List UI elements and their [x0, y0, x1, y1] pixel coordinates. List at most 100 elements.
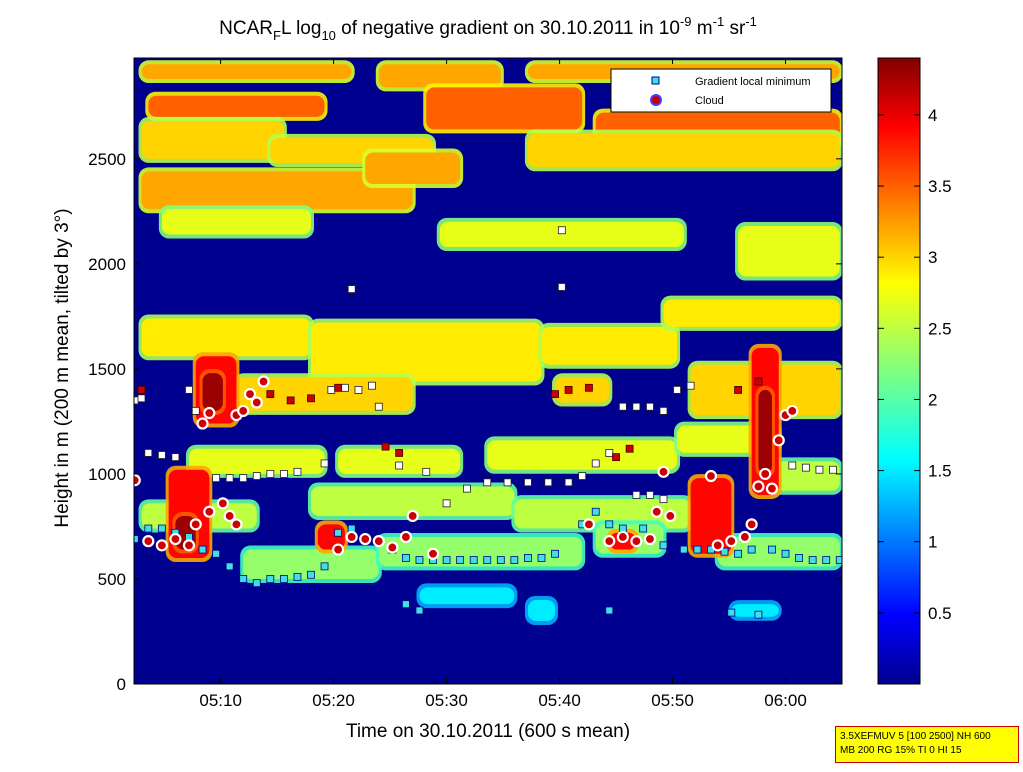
heatmap-band — [311, 486, 515, 516]
gradient-minimum-point — [659, 495, 668, 504]
heatmap-band — [690, 478, 732, 554]
gradient-minimum-point — [754, 377, 763, 386]
gradient-minimum-point — [605, 520, 614, 529]
gradient-minimum-point — [463, 484, 471, 493]
colorbar-ticks: 0.5 1 1.5 2 2.5 3 3.5 4 — [878, 106, 952, 623]
marker-layer — [134, 226, 842, 619]
gradient-minimum-point — [503, 478, 512, 487]
cloud-point — [237, 404, 250, 418]
x-tick-label: 05:40 — [538, 691, 581, 710]
cloud-point — [704, 469, 718, 483]
y-tick-label: 1500 — [88, 360, 126, 379]
colorbar-tick-label: 3.5 — [928, 177, 952, 196]
gradient-minimum-point — [185, 386, 193, 394]
cloud-point — [189, 518, 202, 531]
gradient-minimum-point — [266, 390, 275, 399]
gradient-minimum-point — [557, 226, 566, 235]
stamp-line-1: 3.5XEFMUV 5 [100 2500] NH 600 — [840, 731, 991, 742]
heatmap-band — [439, 221, 684, 248]
cloud-point — [203, 505, 216, 518]
cloud-point — [406, 509, 419, 523]
colorbar: 0.5 1 1.5 2 2.5 3 3.5 4 — [877, 57, 952, 685]
y-tick-label: 2500 — [88, 150, 126, 169]
colorbar-tick-label: 2.5 — [928, 319, 952, 338]
gradient-minimum-point — [835, 556, 842, 564]
cloud-point — [203, 406, 216, 420]
gradient-minimum-point — [727, 608, 736, 617]
gradient-minimum-point — [483, 556, 492, 564]
colorbar-tick-label: 0.5 — [928, 604, 952, 623]
heatmap-band — [758, 389, 772, 474]
heatmap-band — [365, 152, 461, 185]
gradient-minimum-point — [144, 524, 153, 533]
gradient-minimum-point — [320, 562, 329, 571]
x-tick-label: 05:30 — [425, 691, 468, 710]
cloud-point — [772, 434, 785, 447]
gradient-minimum-point — [605, 449, 614, 457]
heatmap-band — [527, 599, 556, 621]
gradient-minimum-point — [551, 549, 559, 558]
gradient-minimum-point — [266, 470, 275, 478]
colorbar-gradient — [877, 57, 921, 685]
gradient-minimum-point — [679, 545, 688, 554]
gradient-minimum-point — [788, 461, 797, 470]
gradient-minimum-point — [320, 459, 329, 468]
processing-stamp: 3.5XEFMUV 5 [100 2500] NH 600 MB 200 RG … — [835, 726, 1019, 763]
gradient-minimum-point — [659, 407, 668, 415]
stamp-line-2: MB 200 RG 15% TI 0 HI 15 — [840, 745, 962, 756]
plot-area — [133, 57, 843, 685]
cloud-point — [664, 509, 677, 523]
gradient-minimum-point — [496, 556, 505, 564]
gradient-minimum-point — [334, 528, 343, 537]
cloud-point — [752, 480, 765, 493]
gradient-minimum-point — [134, 396, 139, 405]
gradient-minimum-point — [225, 474, 234, 483]
heatmap-band — [487, 440, 678, 470]
cloud-point — [765, 482, 779, 495]
gradient-minimum-point — [537, 554, 546, 562]
cloud-point — [155, 539, 168, 552]
cloud-point — [426, 547, 440, 560]
gradient-minimum-point — [395, 449, 404, 457]
legend-gradient-label: Gradient local minimum — [695, 76, 811, 88]
legend-box — [610, 68, 832, 113]
gradient-minimum-point — [510, 556, 519, 564]
gradient-minimum-point — [293, 467, 302, 476]
cloud-point — [230, 518, 243, 531]
gradient-minimum-point — [686, 381, 695, 390]
cloud-point — [745, 518, 758, 531]
legend-cloud-label: Cloud — [695, 95, 724, 107]
gradient-minimum-point — [456, 556, 465, 564]
heatmap-band — [731, 604, 779, 617]
gradient-minimum-point — [591, 459, 600, 468]
gradient-minimum-point — [734, 549, 742, 558]
gradient-minimum-point — [557, 283, 566, 291]
gradient-minimum-point — [144, 449, 153, 457]
colorbar-tick-label: 2 — [928, 390, 937, 409]
gradient-minimum-point — [768, 545, 776, 554]
gradient-minimum-point — [279, 575, 288, 583]
legend-cloud-marker — [650, 94, 662, 106]
heatmap-band — [141, 121, 284, 159]
gradient-minimum-point — [137, 386, 146, 394]
gradient-minimum-point — [829, 465, 837, 474]
gradient-minimum-point — [347, 285, 356, 293]
x-tick-label: 05:50 — [651, 691, 694, 710]
gradient-minimum-point — [157, 451, 166, 459]
gradient-minimum-point — [374, 402, 383, 411]
heatmap-band — [243, 549, 379, 579]
gradient-minimum-point — [469, 556, 478, 564]
cloud-point — [243, 388, 257, 401]
gradient-minimum-point — [605, 606, 614, 615]
gradient-minimum-point — [212, 474, 220, 483]
colorbar-tick-label: 3 — [928, 248, 937, 267]
gradient-minimum-point — [795, 554, 803, 562]
legend: Gradient local minimum Cloud — [610, 68, 832, 113]
cloud-point — [372, 535, 385, 548]
gradient-minimum-point — [632, 491, 641, 499]
cloud-point — [250, 396, 263, 409]
gradient-minimum-point — [801, 463, 810, 472]
cloud-point — [182, 539, 196, 552]
cloud-point — [786, 404, 799, 418]
gradient-minimum-point — [198, 545, 207, 554]
